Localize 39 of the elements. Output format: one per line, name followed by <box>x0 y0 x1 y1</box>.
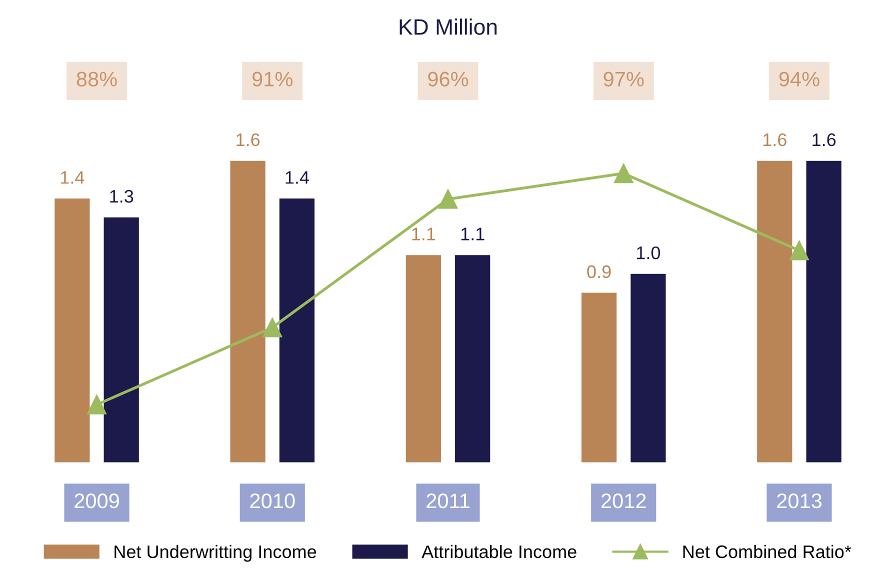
data-label: 1.1 <box>412 228 436 240</box>
point <box>614 164 634 184</box>
data-label: 94% <box>779 72 820 87</box>
data-label: 88% <box>76 72 117 87</box>
bar <box>757 160 792 462</box>
data-label: 1.6 <box>812 133 836 146</box>
data-label: 1.3 <box>110 190 134 203</box>
data-label: 97% <box>604 72 644 87</box>
bar <box>54 198 90 462</box>
bar <box>455 255 490 462</box>
data-label: 1.0 <box>637 246 660 260</box>
x-tick-label: 2011 <box>426 494 470 508</box>
bar <box>230 160 266 462</box>
x-tick-label: 2013 <box>777 494 822 508</box>
bar <box>279 198 315 462</box>
point <box>87 394 106 414</box>
legend-label: Net Underwritting Income <box>114 544 316 562</box>
point <box>790 240 809 260</box>
x-tick-label: 2010 <box>250 494 295 508</box>
bar <box>104 217 139 462</box>
data-label: 1.6 <box>236 133 260 146</box>
chart-title: KD Million <box>400 18 497 35</box>
bar <box>581 292 617 462</box>
x-tick-label: 2009 <box>74 494 119 508</box>
bar <box>406 255 441 462</box>
data-label: 1.1 <box>461 228 484 240</box>
bar <box>806 160 842 462</box>
data-label: 0.9 <box>587 265 611 278</box>
data-label: 91% <box>252 72 292 87</box>
legend-label: Net Combined Ratio* <box>683 544 852 558</box>
data-label: 96% <box>428 72 468 87</box>
data-label: 1.4 <box>286 171 309 184</box>
data-label: 1.6 <box>763 133 786 146</box>
point <box>438 189 458 209</box>
x-tick-label: 2012 <box>601 494 646 508</box>
bar <box>630 274 666 462</box>
point <box>262 318 282 338</box>
legend-label: Attributable Income <box>422 544 576 558</box>
data-label: 1.4 <box>61 171 84 184</box>
